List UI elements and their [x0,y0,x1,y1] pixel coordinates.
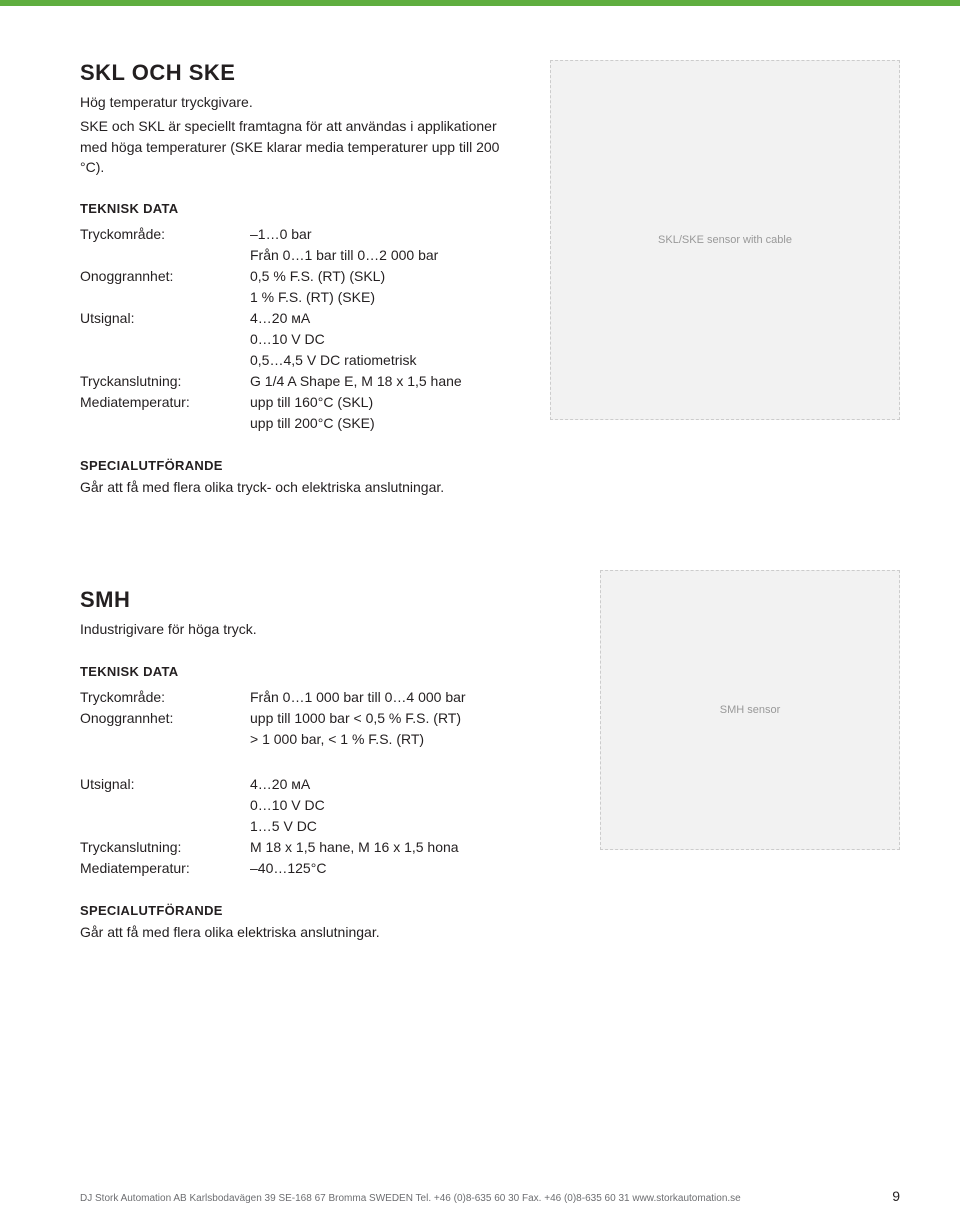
value-mediatemperatur2: –40…125°C [250,858,900,879]
skl-subtitle: Hög temperatur tryckgivare. [80,92,510,112]
smh-special-header: SPECIALUTFÖRANDE [80,903,900,918]
label-onoggrannhet: Onoggrannhet: [80,266,250,308]
skl-intro: SKE och SKL är speciellt framtagna för a… [80,116,510,177]
label-tryckomrade2: Tryckområde: [80,687,250,708]
label-tryckomrade: Tryckområde: [80,224,250,266]
footer-text: DJ Stork Automation AB Karlsbodavägen 39… [80,1193,741,1204]
product-image-smh: SMH sensor [600,570,900,850]
smh-special-text: Går att få med flera olika elektriska an… [80,922,510,942]
page-footer: DJ Stork Automation AB Karlsbodavägen 39… [80,1188,900,1204]
label-onoggrannhet2: Onoggrannhet: [80,708,250,750]
skl-special-header: SPECIALUTFÖRANDE [80,458,900,473]
image-alt-smh: SMH sensor [720,704,781,716]
label-tryckanslutning2: Tryckanslutning: [80,837,250,858]
smh-subtitle: Industrigivare för höga tryck. [80,619,510,639]
image-alt-skl: SKL/SKE sensor with cable [658,234,792,246]
label-mediatemperatur2: Mediatemperatur: [80,858,250,879]
label-utsignal: Utsignal: [80,308,250,371]
label-utsignal2: Utsignal: [80,774,250,837]
label-tryckanslutning: Tryckanslutning: [80,371,250,392]
top-accent-bar [0,0,960,6]
label-mediatemperatur: Mediatemperatur: [80,392,250,434]
data-row: Mediatemperatur: –40…125°C [80,858,900,879]
page-number: 9 [892,1188,900,1204]
skl-special-text: Går att få med flera olika tryck- och el… [80,477,510,497]
product-image-skl: SKL/SKE sensor with cable [550,60,900,420]
